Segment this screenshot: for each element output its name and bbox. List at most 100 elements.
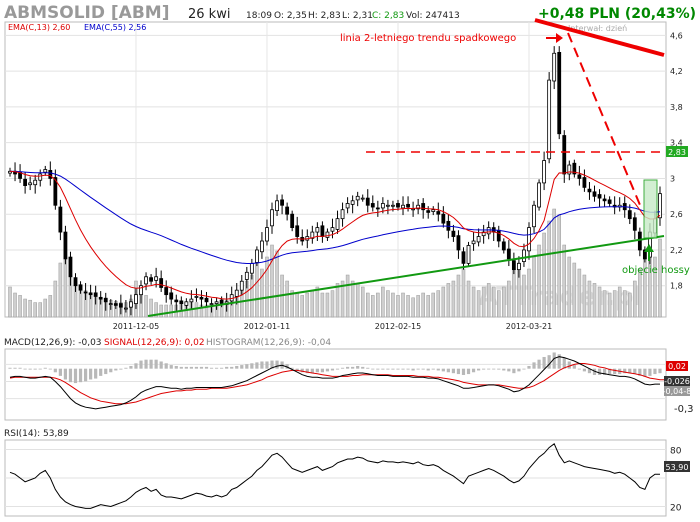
candle-body: [637, 231, 642, 251]
histogram-bar: [391, 368, 395, 370]
volume-bar: [481, 286, 486, 318]
ema55-line: [9, 170, 661, 264]
candle-body: [421, 203, 426, 211]
histogram-bar: [199, 366, 204, 369]
candle-body: [234, 289, 239, 297]
histogram-bar: [124, 367, 128, 369]
candle-body: [542, 160, 547, 184]
volume-bar: [522, 274, 526, 318]
histogram-bar: [149, 359, 153, 369]
histogram-bar: [340, 367, 345, 369]
volume-bar: [486, 283, 491, 318]
volume-bar: [466, 280, 471, 318]
volume-bar: [194, 302, 199, 318]
histogram-bar: [169, 365, 173, 369]
volume-bar: [471, 286, 476, 318]
macd-histogram: [8, 352, 662, 384]
histogram-bar: [235, 365, 239, 369]
ema55-legend: EMA(C,55) 2,56: [84, 23, 146, 32]
histogram-bar: [597, 368, 602, 375]
volume-bar: [567, 256, 572, 318]
candle-body: [48, 169, 53, 179]
candle-body: [658, 193, 662, 219]
volume-bar: [360, 286, 365, 318]
volume-bar: [431, 292, 436, 318]
volume-bar: [58, 262, 63, 318]
volume-bar: [48, 295, 53, 318]
volume-bar: [401, 292, 405, 318]
volume-bar: [371, 295, 375, 318]
candle-body: [98, 296, 103, 300]
histogram-bar: [557, 354, 561, 369]
histogram-bar: [567, 361, 571, 369]
volume-bar: [149, 298, 153, 318]
volume-bar: [310, 290, 315, 318]
volume-bar: [602, 290, 607, 318]
candle-body: [265, 227, 269, 242]
breakout-zone: [643, 179, 658, 239]
volume-bar: [260, 268, 264, 318]
candle-body: [607, 199, 612, 204]
volume-bar: [507, 280, 511, 318]
high-label: H: 2,83: [308, 11, 341, 21]
histogram-bar: [38, 368, 42, 370]
volume-bar: [335, 283, 340, 318]
candle-body: [204, 297, 209, 303]
histogram-bar: [653, 368, 657, 375]
volume-bar: [592, 283, 597, 318]
candle-body: [194, 296, 199, 298]
volume-bar: [633, 280, 637, 318]
histogram-bar: [351, 366, 355, 369]
volume-bar: [159, 304, 163, 318]
histogram-bar: [144, 359, 148, 369]
histogram-bar: [592, 368, 597, 375]
histogram-bar: [68, 368, 73, 383]
volume-bar: [386, 290, 390, 318]
candle-body: [350, 200, 355, 205]
histogram-bar: [63, 368, 68, 380]
histogram-bar: [613, 368, 617, 375]
volume-bar: [628, 292, 632, 318]
histogram-bar: [582, 368, 587, 372]
volume-bar: [300, 295, 304, 318]
downtrend-annotation: linia 2-letniego trendu spadkowego: [340, 33, 516, 44]
candle-body: [642, 249, 647, 260]
candle-body: [325, 231, 330, 238]
volume-bar: [396, 295, 400, 318]
candle-body: [627, 210, 632, 220]
volume-bar: [547, 220, 551, 318]
histogram-bar: [134, 363, 138, 369]
histogram-bar: [43, 367, 47, 369]
volume-bar: [446, 283, 451, 318]
histogram-bar: [638, 368, 642, 376]
volume-bar: [557, 214, 561, 318]
histogram-bar: [8, 367, 12, 369]
histogram-bar: [471, 368, 476, 373]
candle-body: [441, 213, 446, 224]
histogram-bar: [482, 368, 486, 370]
histogram-bar: [517, 368, 521, 372]
interval-label: Interwał: dzień: [568, 24, 627, 33]
candle-body: [290, 213, 295, 229]
volume-bar: [275, 250, 279, 318]
volume-bar: [154, 302, 158, 318]
histogram-bar: [648, 368, 652, 376]
histogram-bar: [426, 368, 430, 371]
candle-body: [134, 294, 138, 304]
candle-body: [33, 179, 38, 186]
candle-body: [43, 169, 48, 173]
histogram-bar: [325, 368, 330, 372]
volume-bar: [381, 286, 385, 318]
histogram-bar: [371, 368, 375, 370]
candle-body: [426, 210, 431, 213]
candle-body: [144, 276, 148, 285]
candle-body: [154, 276, 159, 281]
rsi-value-label: 53,90: [666, 463, 689, 472]
histogram-bar: [421, 368, 425, 370]
rsi-value-box: [664, 461, 690, 472]
histogram-bar: [58, 368, 62, 376]
histogram-bar: [643, 368, 647, 377]
candle-body: [567, 164, 572, 175]
histogram-bar: [532, 362, 536, 369]
